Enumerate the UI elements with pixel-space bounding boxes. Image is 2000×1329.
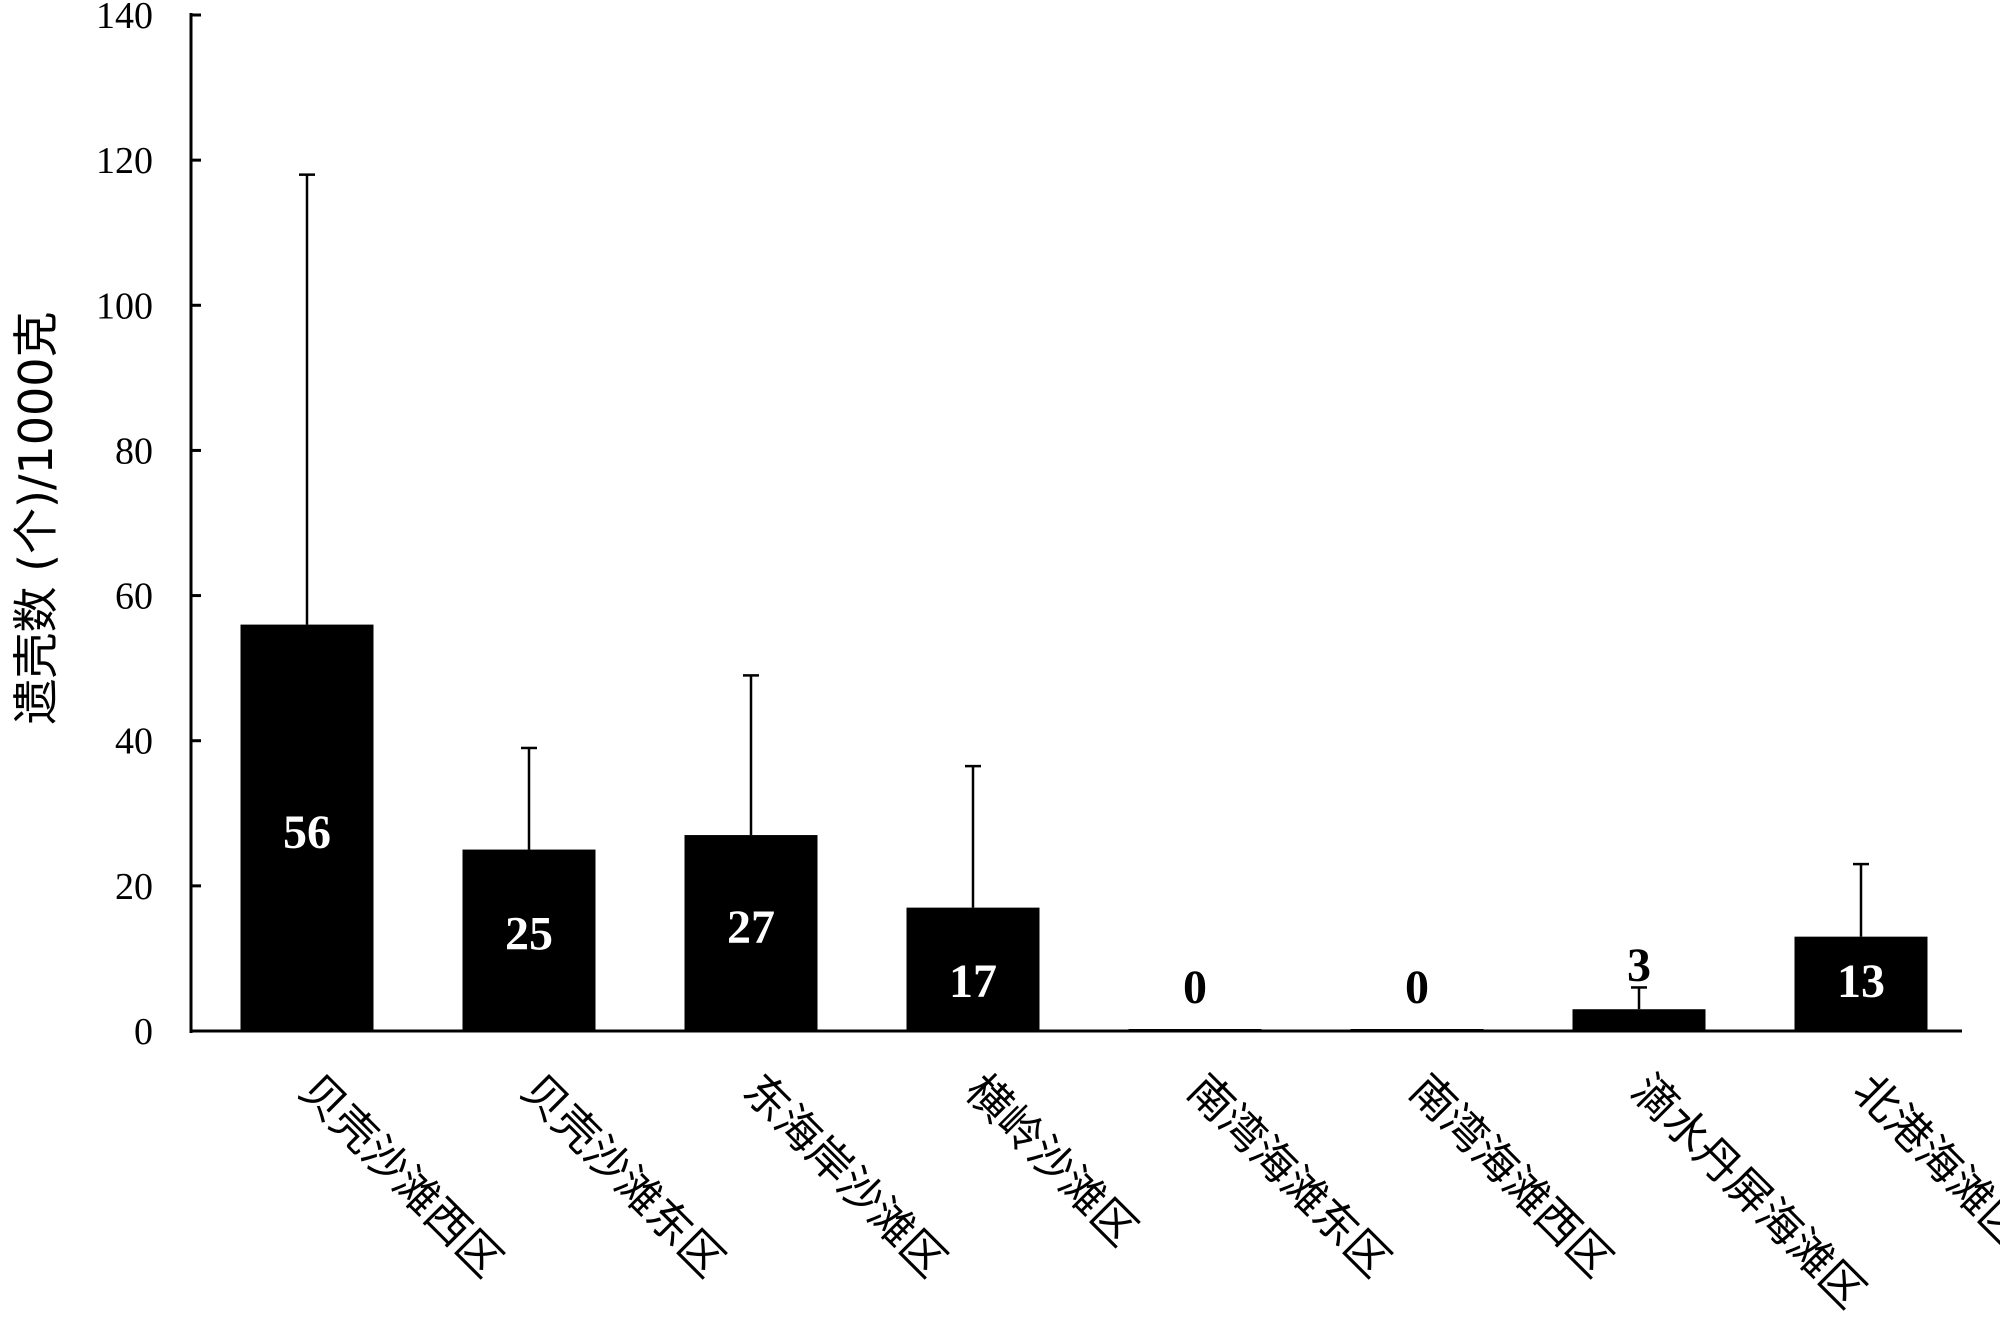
- bar: [240, 624, 374, 1031]
- data-label: 25: [505, 907, 553, 960]
- data-labels: 56 25 27 17 0 0 3 13: [283, 806, 1885, 1014]
- bar: [1572, 1009, 1706, 1031]
- bar: [1794, 936, 1928, 1031]
- y-tick-label: 40: [115, 721, 153, 763]
- y-axis-label: 遗壳数 (个)/1000克: [9, 311, 63, 724]
- bar: [684, 835, 818, 1031]
- x-tick-label: 横岭沙滩区: [955, 1065, 1147, 1257]
- x-tick-label: 贝壳沙滩东区: [511, 1065, 734, 1288]
- x-tick-label: 贝壳沙滩西区: [289, 1065, 512, 1288]
- data-label: 27: [727, 901, 775, 954]
- y-tick-label: 80: [115, 430, 153, 472]
- bar: [462, 849, 596, 1031]
- y-tick-label: 100: [96, 285, 153, 327]
- y-tick-label: 20: [115, 866, 153, 908]
- data-label: 0: [1405, 961, 1429, 1014]
- x-tick-label: 东海岸沙滩区: [733, 1065, 956, 1288]
- data-label: 56: [283, 806, 331, 859]
- data-label: 3: [1627, 939, 1651, 992]
- y-tick-label: 120: [96, 140, 153, 182]
- x-tick-label: 滴水丹屏海滩区: [1621, 1065, 1875, 1319]
- error-bars: [299, 173, 1869, 1010]
- data-label: 0: [1183, 961, 1207, 1014]
- y-tick-label: 140: [96, 0, 153, 37]
- data-label: 13: [1837, 955, 1885, 1008]
- bars: [240, 624, 1928, 1031]
- x-tick-label: 南湾海滩西区: [1399, 1065, 1622, 1288]
- x-tick-label: 北港海滩区: [1843, 1065, 2000, 1257]
- x-tick-label: 南湾海滩东区: [1177, 1065, 1400, 1288]
- bar: [906, 907, 1040, 1031]
- y-tick-label: 60: [115, 576, 153, 618]
- x-axis-ticks: 贝壳沙滩西区 贝壳沙滩东区 东海岸沙滩区 横岭沙滩区 南湾海滩东区 南湾海滩西区 滴水丹屏海…: [289, 1065, 2000, 1319]
- y-axis-ticks: 0 20 40 60 80 100 120 140: [96, 0, 201, 1053]
- data-label: 17: [949, 955, 997, 1008]
- y-tick-label: 0: [134, 1011, 153, 1053]
- y-axis-label-group: 遗壳数 (个)/1000克: [9, 311, 63, 724]
